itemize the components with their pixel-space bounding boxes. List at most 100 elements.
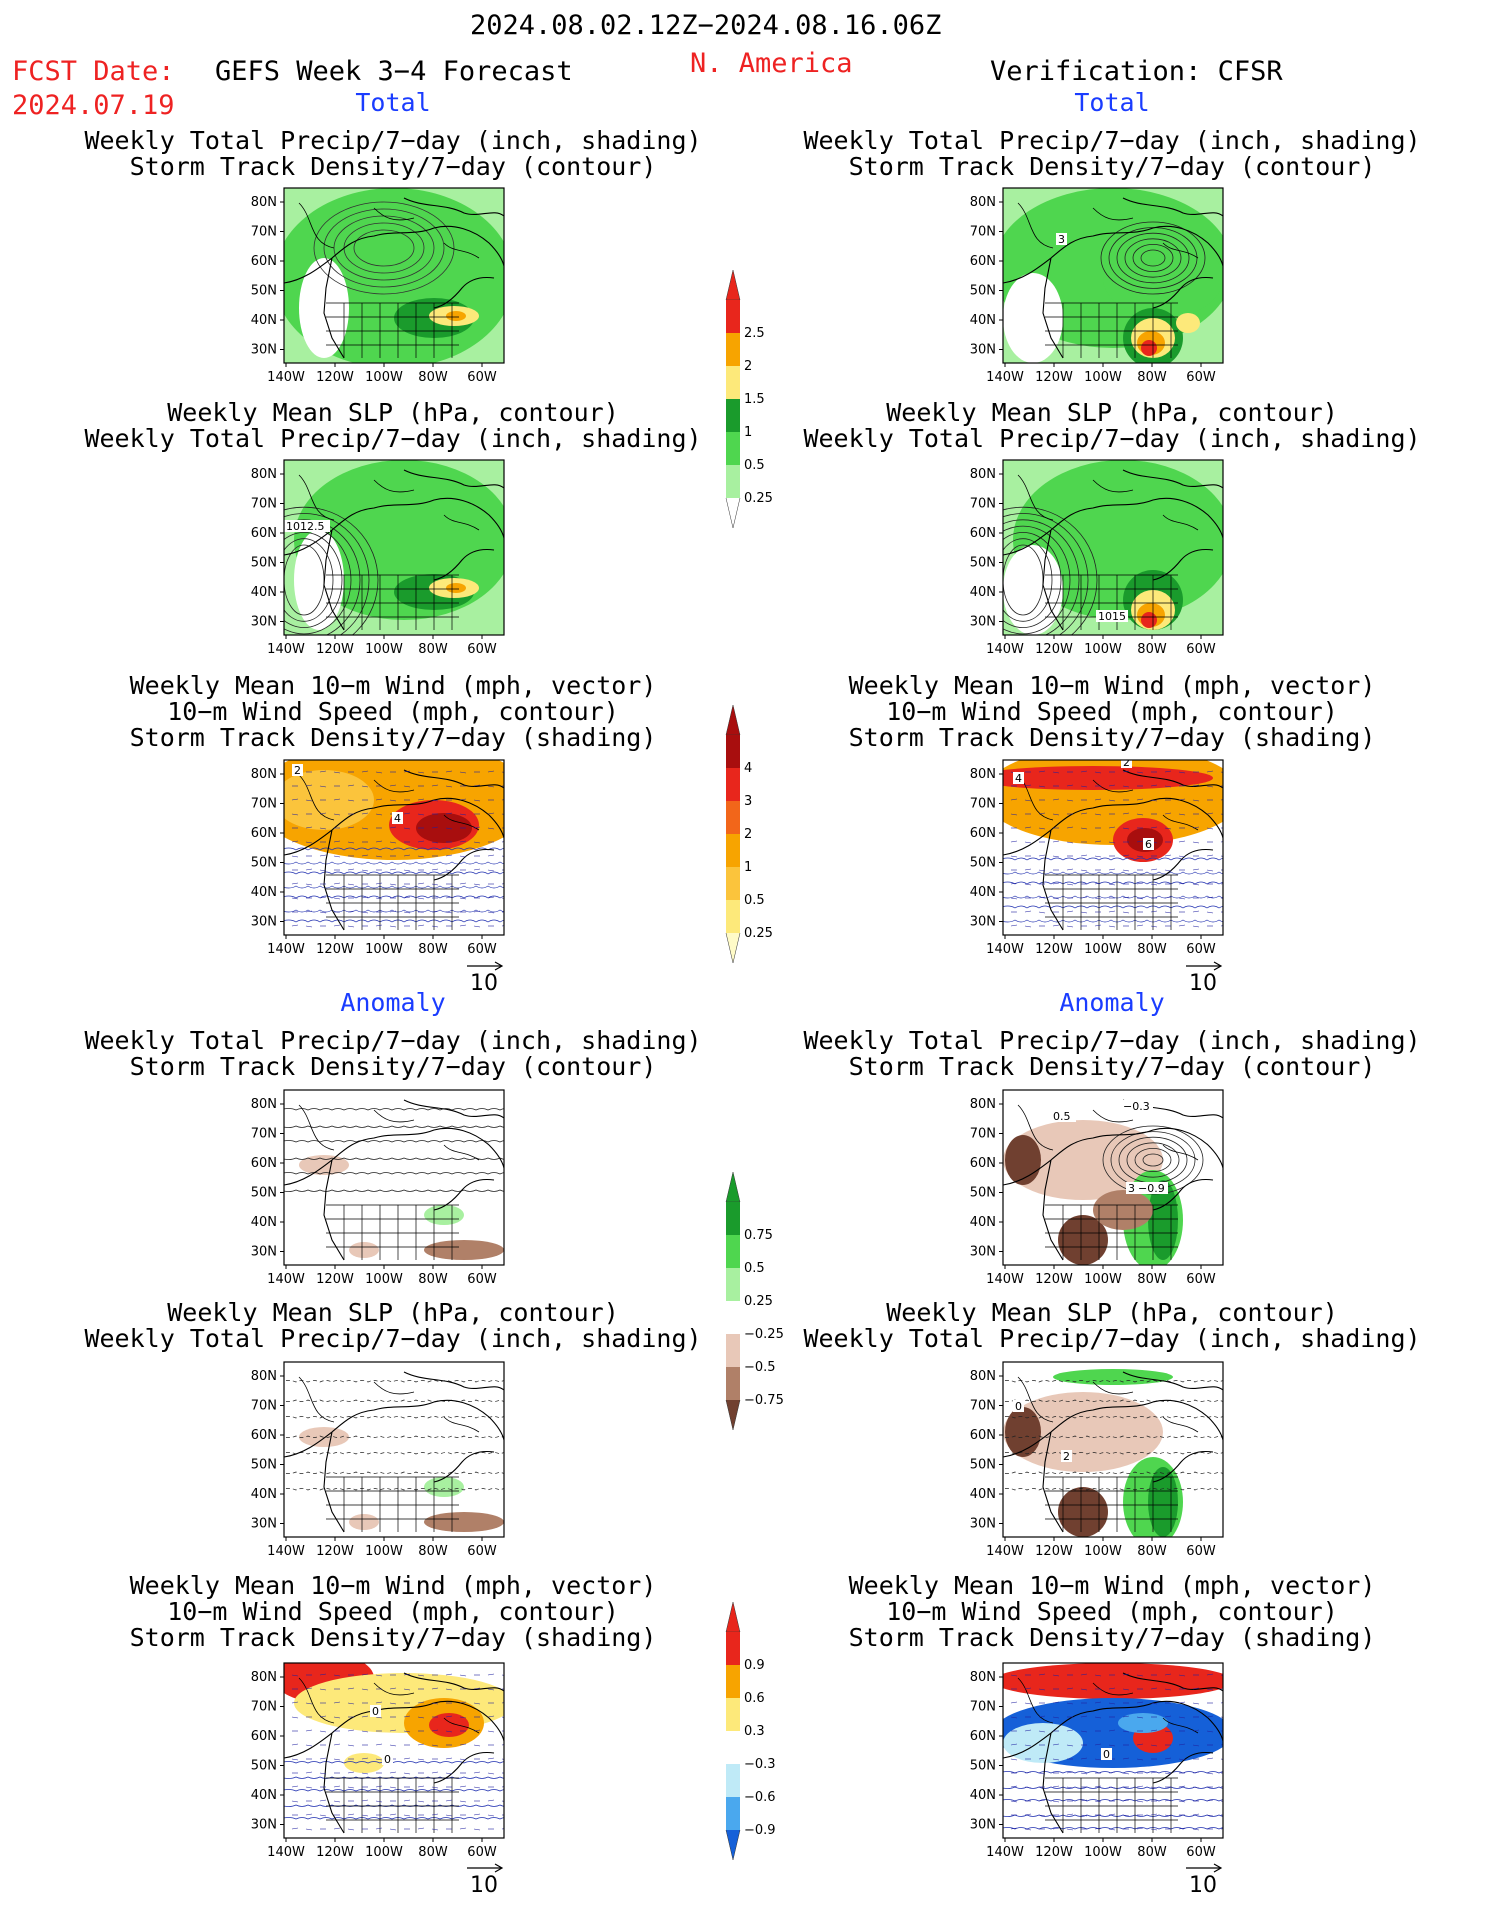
contour-line [284,1471,504,1474]
wind-vector [1038,1757,1046,1760]
colorbar-segment [726,1334,740,1367]
lon-label: 120W [1035,942,1073,957]
colorbar-segment [726,366,740,399]
lon-label: 100W [1084,642,1122,657]
contour-line [1003,1471,1223,1474]
wind-vector [319,785,327,788]
wind-vector [445,1799,453,1802]
wind-vector [389,784,397,787]
wind-vector [459,1827,467,1830]
coastline [284,1672,504,1834]
colorbar-segment [726,1202,740,1235]
vector-ref-arrowhead [1213,1863,1223,1873]
colorbar-label: 1 [744,860,752,875]
wind-vector [445,896,453,899]
shade-area [1003,1392,1163,1472]
colorbar-segment [726,834,740,867]
state-borders [1045,1204,1178,1260]
wind-vector [1150,883,1158,886]
contour-label-bg [1056,233,1067,245]
lon-label: 80W [1137,370,1167,385]
wind-vector [1136,882,1144,885]
wind-vector [1150,868,1158,871]
wind-vector [1038,911,1046,914]
wind-vector [1136,1674,1144,1677]
wind-vector [487,1772,495,1775]
wind-vector [1178,1716,1186,1719]
wind-vector [1066,1702,1074,1705]
wind-vector [459,897,467,900]
contour-line [284,1108,504,1111]
wind-vector [1164,812,1172,815]
contour-label-bg [1013,1400,1024,1412]
wind-vector [1066,925,1074,928]
wind-vector [1052,1716,1060,1719]
contour-line [284,1125,504,1128]
wind-vector [459,1716,467,1719]
section-total-right: Total [1074,88,1150,117]
wind-vector [431,883,439,886]
colorbar-segment [726,867,740,900]
wind-vector [445,854,453,857]
wind-vector [431,1702,439,1705]
wind-vector [1192,799,1200,802]
lat-label: 40N [970,1487,996,1502]
lon-label: 60W [467,942,497,957]
colorbar-label: 0.25 [744,1294,773,1309]
wind-vector [473,910,481,913]
contour-line [1003,1488,1223,1491]
lat-label: 30N [251,343,277,358]
wind-vector [417,1800,425,1803]
colorbar-segment [726,1301,740,1334]
contour-line [284,885,504,889]
wind-vector [1122,1730,1130,1733]
wind-vector [305,910,313,913]
colorbar-label: −0.5 [744,1360,776,1375]
coastline-islands [1017,1376,1199,1433]
wind-vector [375,1800,383,1803]
wind-vector [375,798,383,801]
map-slp-precip-anomaly-verification: 0 2 80N 70N 60N 50N 40N 30N 140W 120W 100W 80W 60W [970,1361,1224,1559]
contour-line [284,1172,504,1175]
coastline [1003,469,1223,631]
wind-vector [473,1729,481,1732]
lon-label: 60W [1186,642,1216,657]
wind-vector [1192,868,1200,871]
contour-line [284,1789,504,1792]
coastline [284,1371,504,1533]
wind-vector [375,771,383,774]
wind-vector [1206,911,1214,914]
lon-label: 60W [467,1845,497,1860]
lat-label: 30N [251,1517,277,1532]
wind-vector [319,1715,327,1718]
wind-vector [1094,1758,1102,1761]
wind-vector [1122,812,1130,815]
wind-vector [1150,1786,1158,1789]
contour-label: 0 [384,1753,391,1766]
lon-label: 100W [1084,1544,1122,1559]
wind-vector [291,1758,299,1761]
wind-vector [1192,1771,1200,1774]
wind-vector [1094,1743,1102,1746]
colorbar-precip-anomaly: 0.75 0.5 0.25 −0.25 −0.5 −0.75 [725,1171,784,1431]
lon-label: 100W [365,942,403,957]
wind-vector [347,1828,355,1831]
contour-line [284,1435,504,1438]
shade-area [424,1477,464,1497]
wind-vector [403,827,411,830]
lon-label: 80W [418,1544,448,1559]
wind-vector [333,840,341,843]
wind-vector [305,1687,313,1690]
wind-vector [1010,924,1018,927]
contour-label: 1015 [1098,610,1126,623]
wind-vector [1080,1772,1088,1775]
contour-line [284,847,504,851]
wind-vector [459,771,467,774]
wind-vector [291,897,299,900]
wind-vector [1150,1687,1158,1690]
lat-label: 60N [251,1156,277,1171]
contour-line [1003,857,1223,861]
lat-label: 70N [970,1399,996,1414]
wind-vector [459,840,467,843]
wind-vector [305,1813,313,1816]
